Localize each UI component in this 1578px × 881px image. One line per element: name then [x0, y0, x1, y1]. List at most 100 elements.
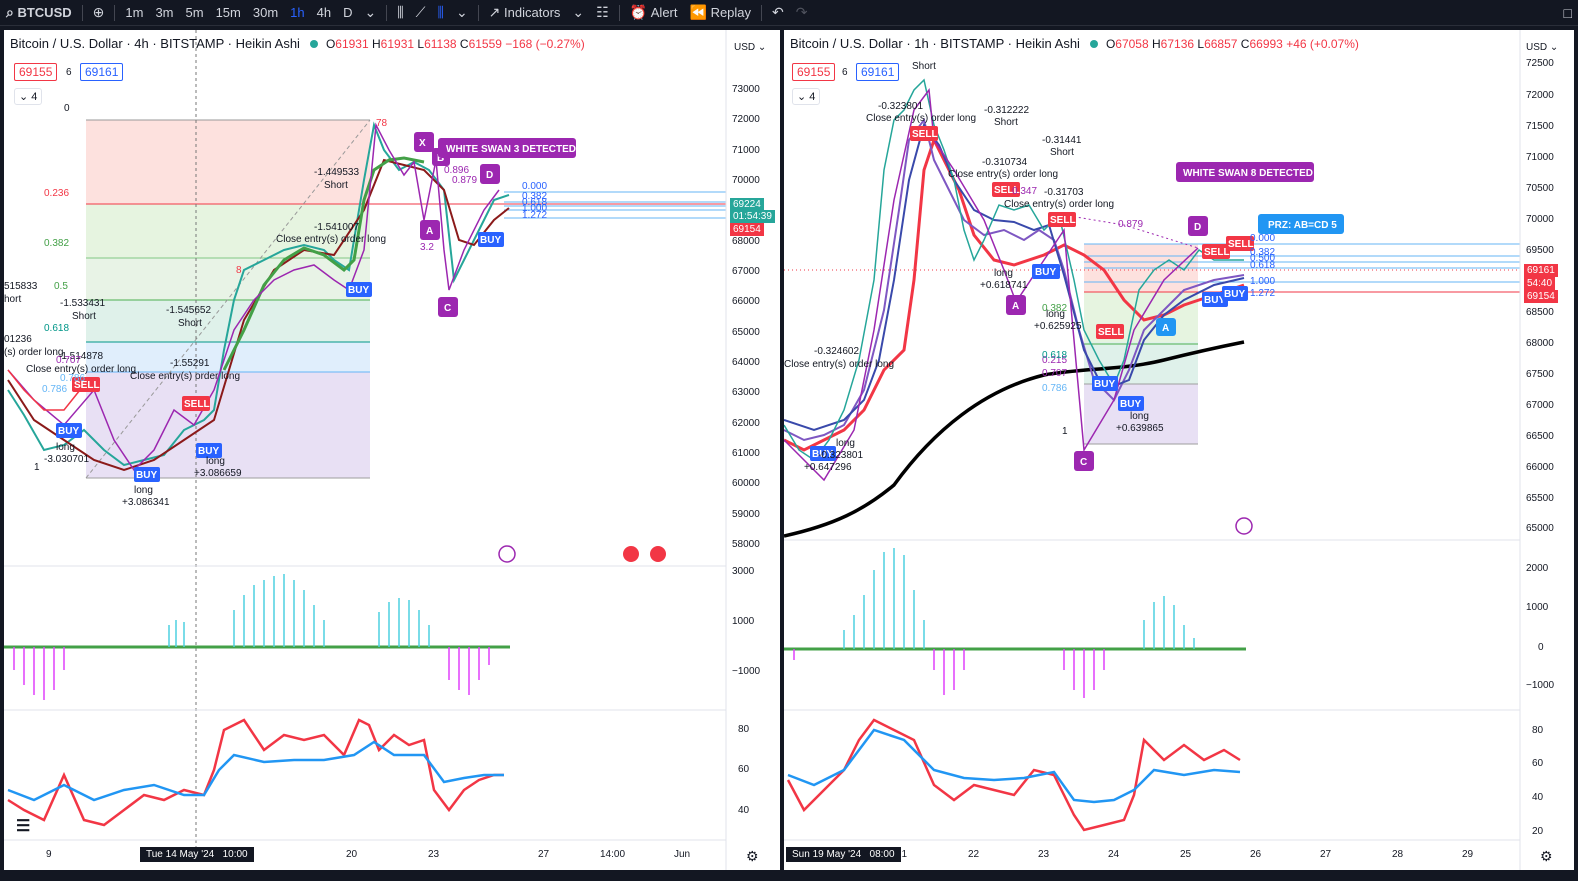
- replay-button[interactable]: ⏪ Replay: [684, 0, 758, 26]
- indicators-button[interactable]: ↗ Indicators: [483, 0, 567, 26]
- signal-banner-label: WHITE SWAN 3 DETECTED: [446, 144, 576, 155]
- interval-1h[interactable]: 1h: [284, 0, 310, 26]
- chart-legend-left[interactable]: Bitcoin / U.S. Dollar · 4h · BITSTAMP · …: [10, 36, 585, 51]
- toolbar-divider: [477, 4, 479, 21]
- rewind-icon: ⏪: [689, 4, 707, 20]
- fib-zone-786-1: [86, 372, 370, 478]
- currency-selector[interactable]: USD ⌄: [1526, 42, 1559, 53]
- chart-panel-right[interactable]: WHITE SWAN 8 DETECTED PRZ: AB=CD 5 A C D…: [784, 30, 1574, 870]
- sell-badge-label: SELL: [1204, 247, 1230, 258]
- gear-icon[interactable]: ⚙: [1540, 848, 1553, 864]
- sell-badge-label: SELL: [912, 129, 938, 140]
- y-axis-label: 68000: [1526, 338, 1554, 349]
- sell-price-box[interactable]: 69155: [792, 63, 836, 81]
- layout-button[interactable]: ☷: [590, 0, 615, 26]
- ma-blue-line: [784, 122, 1245, 432]
- trade-annotation: Short: [324, 180, 348, 191]
- harmonic-ratio: 0.879: [1118, 219, 1143, 230]
- buy-badge: [478, 232, 504, 247]
- x-axis-label: 23: [1038, 849, 1050, 860]
- harmonic-ratio-line: [1063, 214, 1199, 249]
- osc-axis-label: 1000: [1526, 602, 1549, 613]
- interval-30m[interactable]: 30m: [247, 0, 284, 26]
- symbol-title[interactable]: Bitcoin / U.S. Dollar · 1h · BITSTAMP · …: [790, 36, 1080, 51]
- fib-trend-line: [85, 119, 371, 479]
- toolbar-divider: [81, 4, 83, 21]
- interval-dropdown[interactable]: ⌄: [358, 0, 382, 26]
- y-axis-label: 70000: [732, 175, 760, 186]
- interval-1m[interactable]: 1m: [119, 0, 149, 26]
- trade-annotation: Short: [72, 311, 96, 322]
- trade-annotation: +0.618741: [980, 280, 1028, 291]
- chart-style-button[interactable]: ⟋: [410, 0, 432, 26]
- buy-badge-label: BUY: [1094, 379, 1115, 390]
- buy-badge: [1092, 376, 1118, 391]
- pattern-point-x: [414, 132, 434, 152]
- indicators-dropdown[interactable]: ⌄: [566, 0, 590, 26]
- rsi-axis-label: 40: [738, 805, 750, 816]
- event-icon[interactable]: [1235, 517, 1253, 535]
- interval-4h[interactable]: 4h: [311, 0, 337, 26]
- interval-label: 5m: [185, 5, 204, 20]
- symbol-label: BTCUSD: [17, 5, 72, 20]
- event-icon[interactable]: [498, 545, 516, 563]
- fib-level-label: 0.5: [54, 281, 68, 292]
- fib-level-label: 0.707: [1042, 368, 1067, 379]
- sell-badge: [1226, 236, 1254, 251]
- sell-badge-label: SELL: [1228, 239, 1254, 250]
- chart-panel-left[interactable]: X A B C D WHITE SWAN 3 DETECTED BUY BUY …: [4, 30, 780, 870]
- interval-15m[interactable]: 15m: [210, 0, 247, 26]
- interval-label: 30m: [252, 5, 279, 20]
- symbol-search-button[interactable]: ⌕ BTCUSD: [0, 0, 78, 26]
- chart-canvas-right[interactable]: WHITE SWAN 8 DETECTED PRZ: AB=CD 5 A C D…: [784, 30, 1574, 870]
- market-status-icon: [1089, 39, 1098, 48]
- chevron-down-icon: ⌄: [19, 91, 29, 103]
- fib-tag: 0.786: [42, 384, 67, 395]
- trade-annotation: +0.647296: [804, 462, 852, 473]
- fib-level-label: 1: [34, 462, 40, 473]
- compare-symbol-button[interactable]: ⊕: [87, 0, 111, 26]
- buy-price-box[interactable]: 69161: [80, 63, 124, 81]
- y-axis-label: 64000: [732, 357, 760, 368]
- undo-button[interactable]: ↶: [766, 0, 790, 26]
- buy-price-box[interactable]: 69161: [856, 63, 900, 81]
- interval-5m[interactable]: 5m: [180, 0, 210, 26]
- symbol-title[interactable]: Bitcoin / U.S. Dollar · 4h · BITSTAMP · …: [10, 36, 300, 51]
- interval-D[interactable]: D: [337, 0, 358, 26]
- indicators-collapse-button[interactable]: ⌄ 4: [14, 88, 43, 105]
- indicators-collapse-button[interactable]: ⌄ 4: [792, 88, 821, 105]
- chart-type-dropdown[interactable]: ⌄: [450, 0, 474, 26]
- prz-level-label: 0.000: [522, 181, 547, 192]
- currency-label: USD: [734, 42, 756, 53]
- prz-level-label: 0.500: [1250, 253, 1275, 264]
- us-flag-icon[interactable]: [623, 546, 639, 562]
- ma-line-green: [222, 156, 425, 371]
- alert-button[interactable]: ⏰ Alert: [624, 0, 684, 26]
- y-axis-label: 61000: [732, 448, 760, 459]
- redo-button[interactable]: ↷: [790, 0, 814, 26]
- buy-badge-label: BUY: [348, 285, 369, 296]
- pattern-point-d-label: D: [1194, 222, 1201, 233]
- sell-price-box[interactable]: 69155: [14, 63, 58, 81]
- interval-3m[interactable]: 3m: [149, 0, 179, 26]
- chart-legend-right[interactable]: Bitcoin / U.S. Dollar · 1h · BITSTAMP · …: [790, 36, 1359, 51]
- trade-annotation: -1.533431: [60, 298, 105, 309]
- x-axis-label: 23: [428, 849, 440, 860]
- chart-canvas-left[interactable]: X A B C D WHITE SWAN 3 DETECTED BUY BUY …: [4, 30, 780, 870]
- gear-icon[interactable]: ⚙: [746, 848, 759, 864]
- chart-type-button[interactable]: ⫼: [391, 0, 409, 26]
- y-axis-label: 63000: [732, 387, 760, 398]
- us-flag-icon[interactable]: [650, 546, 666, 562]
- trade-annotation: -0.324602: [814, 346, 859, 357]
- heikin-ashi-button[interactable]: ⫼: [431, 0, 449, 26]
- ma-red-line: [784, 136, 1245, 452]
- prz-level-label: 1.000: [522, 203, 547, 214]
- pattern-point-c: [1074, 451, 1094, 471]
- fib-tag: 0.707: [56, 355, 81, 366]
- fullscreen-button[interactable]: □: [1558, 0, 1578, 26]
- currency-selector[interactable]: USD ⌄: [734, 42, 767, 53]
- y-axis-label: 70500: [1526, 183, 1554, 194]
- currency-label: USD: [1526, 42, 1548, 53]
- sell-badge-label: SELL: [74, 380, 100, 391]
- y-axis-label: 67000: [1526, 400, 1554, 411]
